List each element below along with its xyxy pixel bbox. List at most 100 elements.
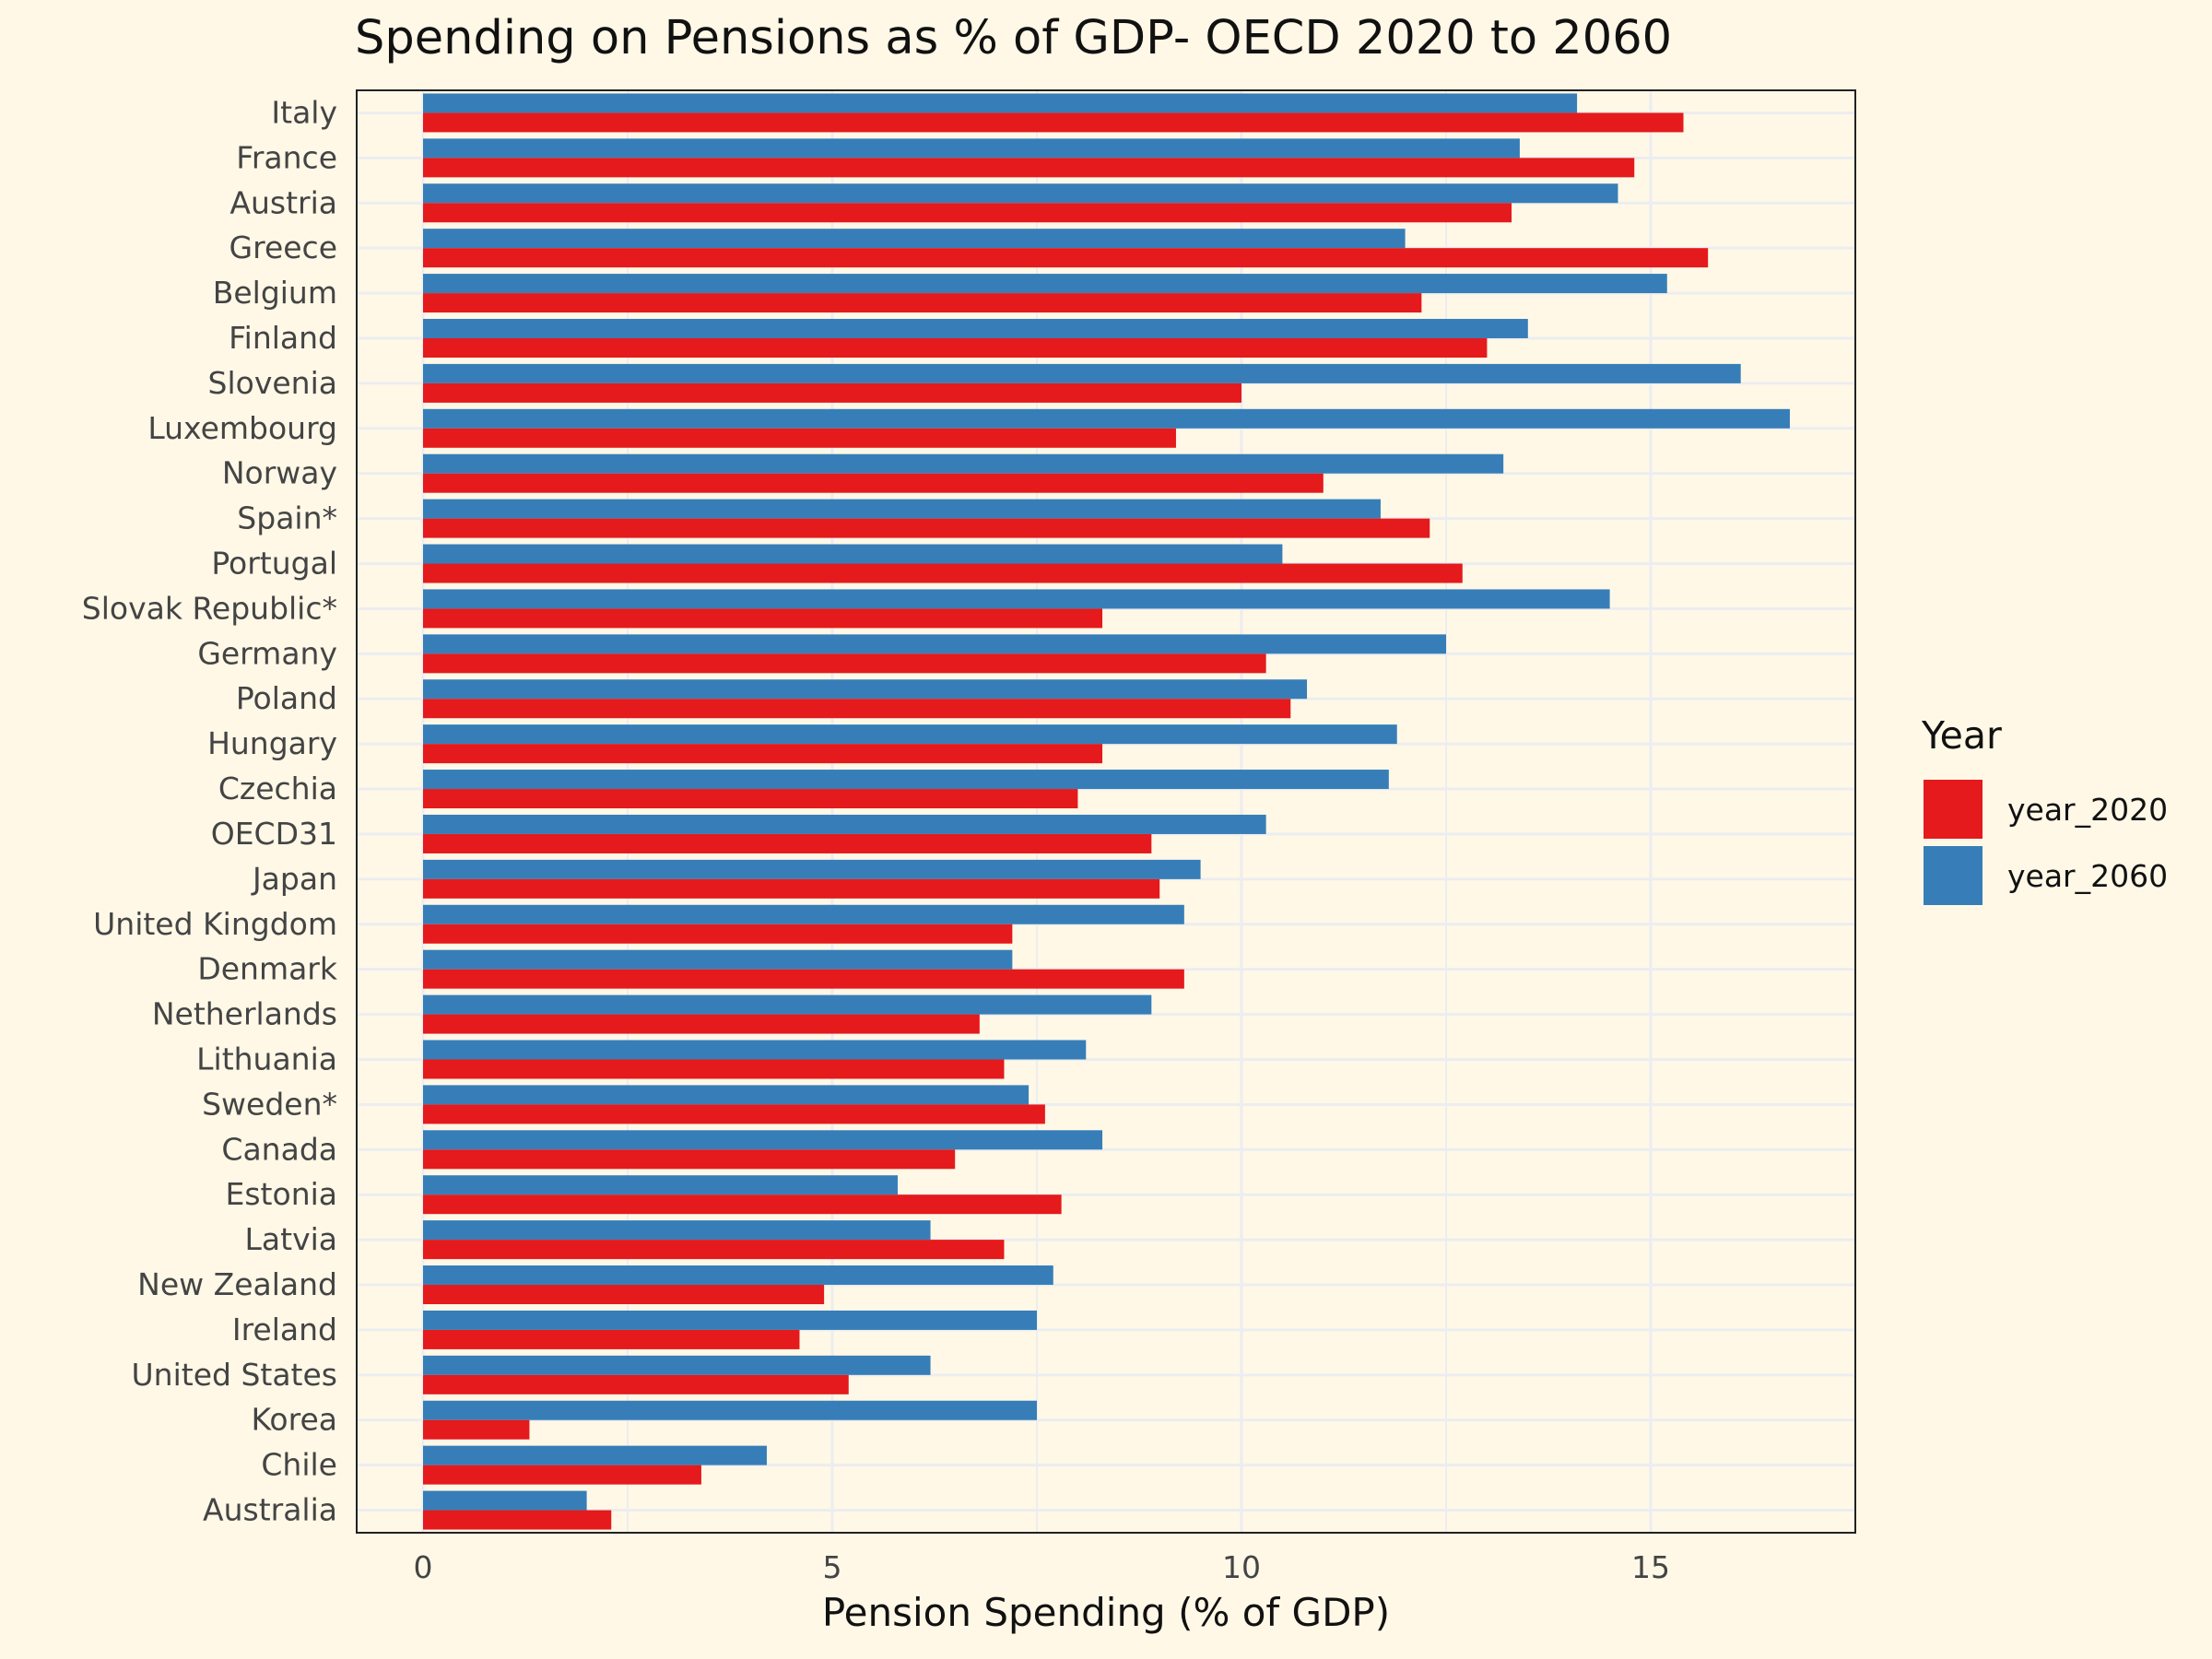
x-tick-labels: 0 5 10 15 <box>414 1549 1671 1585</box>
bar-year-2060 <box>423 499 1381 519</box>
category-label: Chile <box>261 1447 337 1483</box>
bar-year-2020 <box>423 878 1160 899</box>
category-label: OECD31 <box>211 816 337 852</box>
category-label: Hungary <box>207 725 337 761</box>
bar-year-2020 <box>423 1510 612 1530</box>
category-label: Slovenia <box>208 365 337 401</box>
bar-year-2020 <box>423 112 1684 133</box>
bar-year-2060 <box>423 318 1528 338</box>
bar-year-2020 <box>423 1149 956 1170</box>
bar-year-2020 <box>423 1285 825 1305</box>
bar-year-2060 <box>423 93 1578 113</box>
legend-title: Year <box>1921 713 2002 758</box>
category-label: Czechia <box>218 771 337 806</box>
bar-year-2060 <box>423 1220 931 1241</box>
category-label: Denmark <box>197 951 338 987</box>
x-tick-label: 15 <box>1631 1549 1670 1585</box>
bar-year-2020 <box>423 203 1512 223</box>
category-label: Lithuania <box>196 1041 337 1077</box>
bar-year-2020 <box>423 1329 800 1349</box>
bar-year-2020 <box>423 248 1709 268</box>
bar-year-2020 <box>423 653 1266 674</box>
bar-year-2020 <box>423 699 1291 719</box>
bar-year-2060 <box>423 1085 1030 1105</box>
bar-year-2020 <box>423 833 1152 853</box>
bar-year-2060 <box>423 1400 1037 1420</box>
bar-year-2060 <box>423 1355 931 1375</box>
bar-year-2060 <box>423 408 1790 429</box>
bar-year-2060 <box>423 229 1406 249</box>
bar-year-2020 <box>423 1014 980 1034</box>
legend-label-year-2020: year_2020 <box>2007 792 2168 828</box>
bar-year-2060 <box>423 1445 767 1465</box>
bar-year-2020 <box>423 1059 1005 1079</box>
plot-border <box>356 89 1856 1534</box>
bar-year-2060 <box>423 770 1389 790</box>
bar-year-2020 <box>423 293 1422 313</box>
bar-year-2060 <box>423 363 1741 383</box>
category-label: Latvia <box>245 1221 337 1257</box>
category-label: Belgium <box>213 275 337 311</box>
x-tick-label: 5 <box>823 1549 842 1585</box>
category-label: Netherlands <box>152 996 337 1032</box>
legend-swatch-year-2060 <box>1924 846 1983 905</box>
bar-year-2020 <box>423 924 1013 944</box>
category-label: Australia <box>203 1492 337 1528</box>
category-label: Italy <box>271 94 337 130</box>
bar-year-2060 <box>423 1310 1037 1330</box>
bar-year-2060 <box>423 1265 1053 1286</box>
category-label: Canada <box>221 1131 337 1167</box>
bar-year-2020 <box>423 744 1103 764</box>
category-label: Finland <box>229 320 337 356</box>
x-tick-label: 10 <box>1222 1549 1261 1585</box>
category-label: Poland <box>236 680 337 716</box>
category-label: Sweden* <box>202 1086 337 1122</box>
category-label: United Kingdom <box>93 906 337 942</box>
bar-year-2060 <box>423 904 1184 924</box>
bar-year-2060 <box>423 724 1397 745</box>
bar-year-2020 <box>423 1240 1005 1260</box>
category-label: Austria <box>229 184 337 220</box>
bar-year-2020 <box>423 1104 1045 1124</box>
category-label: Korea <box>251 1402 337 1438</box>
bar-year-2020 <box>423 1419 530 1440</box>
bar-year-2060 <box>423 949 1013 970</box>
category-label: Japan <box>251 861 337 897</box>
bar-year-2020 <box>423 1194 1062 1215</box>
bar-year-2060 <box>423 274 1667 294</box>
bar-year-2060 <box>423 994 1152 1015</box>
category-label: Luxembourg <box>147 410 337 446</box>
bar-year-2020 <box>423 1374 849 1394</box>
bar-year-2020 <box>423 382 1241 403</box>
bar-year-2060 <box>423 1040 1087 1060</box>
bar-year-2060 <box>423 138 1520 159</box>
bars <box>423 93 1790 1530</box>
bar-year-2060 <box>423 859 1201 879</box>
bar-year-2020 <box>423 428 1176 448</box>
bar-year-2060 <box>423 814 1266 834</box>
category-label: Ireland <box>232 1312 337 1347</box>
bar-year-2020 <box>423 473 1324 493</box>
category-label: Estonia <box>226 1176 337 1212</box>
category-label: Greece <box>229 229 337 265</box>
bar-year-2020 <box>423 608 1103 629</box>
x-tick-label: 0 <box>414 1549 433 1585</box>
bar-year-2060 <box>423 679 1308 700</box>
category-label: New Zealand <box>137 1266 337 1302</box>
chart-title: Spending on Pensions as % of GDP- OECD 2… <box>355 11 1672 65</box>
legend-swatch-year-2020 <box>1924 780 1983 839</box>
category-labels: Italy France Austria Greece Belgium Finland Sl… <box>82 94 338 1527</box>
legend: Year year_2020 year_2060 <box>1921 713 2168 905</box>
bar-year-2020 <box>423 158 1635 178</box>
category-label: Norway <box>222 455 337 491</box>
category-label: Spain* <box>237 500 337 536</box>
bar-year-2060 <box>423 634 1446 654</box>
bar-year-2060 <box>423 544 1283 564</box>
bar-year-2060 <box>423 183 1618 204</box>
category-label: France <box>236 139 337 175</box>
bar-year-2060 <box>423 1130 1103 1150</box>
bar-year-2060 <box>423 453 1504 474</box>
category-label: United States <box>132 1357 337 1393</box>
category-label: Germany <box>197 635 337 671</box>
